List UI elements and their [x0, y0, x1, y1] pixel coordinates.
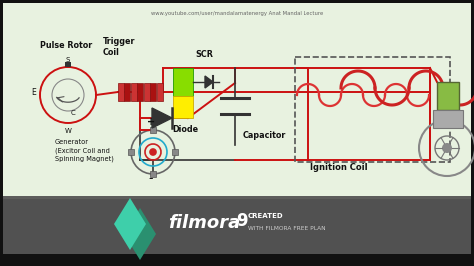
Bar — [295, 57, 450, 162]
Bar — [151, 83, 156, 101]
Bar — [172, 149, 178, 155]
Text: C: C — [71, 110, 75, 116]
Text: WITH FILMORA FREE PLAN: WITH FILMORA FREE PLAN — [248, 226, 326, 231]
Polygon shape — [205, 76, 213, 88]
Bar — [137, 83, 144, 101]
Bar — [144, 83, 150, 101]
Bar — [173, 96, 193, 118]
Text: Trigger
Coil: Trigger Coil — [103, 37, 136, 57]
Bar — [437, 82, 459, 110]
Bar — [118, 83, 124, 101]
Text: SCR: SCR — [195, 50, 213, 59]
Polygon shape — [152, 108, 172, 128]
Bar — [433, 110, 463, 128]
Text: Capacitor: Capacitor — [243, 131, 286, 140]
Text: 9: 9 — [236, 212, 247, 230]
Bar — [0, 254, 474, 266]
Bar — [3, 196, 471, 254]
Polygon shape — [124, 208, 156, 260]
Bar — [128, 149, 134, 155]
Text: +: + — [147, 117, 155, 127]
Polygon shape — [114, 198, 146, 250]
Text: www.youtube.com/user/mandalamatenergy Anat Mandal Lecture: www.youtube.com/user/mandalamatenergy An… — [151, 11, 323, 16]
Bar — [150, 171, 156, 177]
Text: W: W — [64, 128, 72, 134]
Bar — [3, 3, 471, 199]
Text: Ignition Coil: Ignition Coil — [310, 163, 368, 172]
Text: E: E — [32, 88, 36, 97]
Circle shape — [150, 149, 156, 155]
Text: filmora: filmora — [168, 214, 240, 232]
Text: Generator
(Excitor Coil and
Spinning Magnet): Generator (Excitor Coil and Spinning Mag… — [55, 139, 114, 161]
Bar — [173, 68, 193, 96]
Bar — [65, 62, 71, 67]
Bar — [150, 127, 156, 133]
Text: CREATED: CREATED — [248, 213, 283, 219]
Bar — [0, 0, 474, 3]
Text: Pulse Rotor: Pulse Rotor — [40, 41, 92, 50]
Text: S: S — [66, 57, 70, 63]
Circle shape — [442, 143, 452, 153]
Text: Diode: Diode — [172, 125, 198, 134]
Text: -: - — [149, 172, 153, 185]
Bar — [157, 83, 163, 101]
Bar — [131, 83, 137, 101]
Bar — [125, 83, 130, 101]
